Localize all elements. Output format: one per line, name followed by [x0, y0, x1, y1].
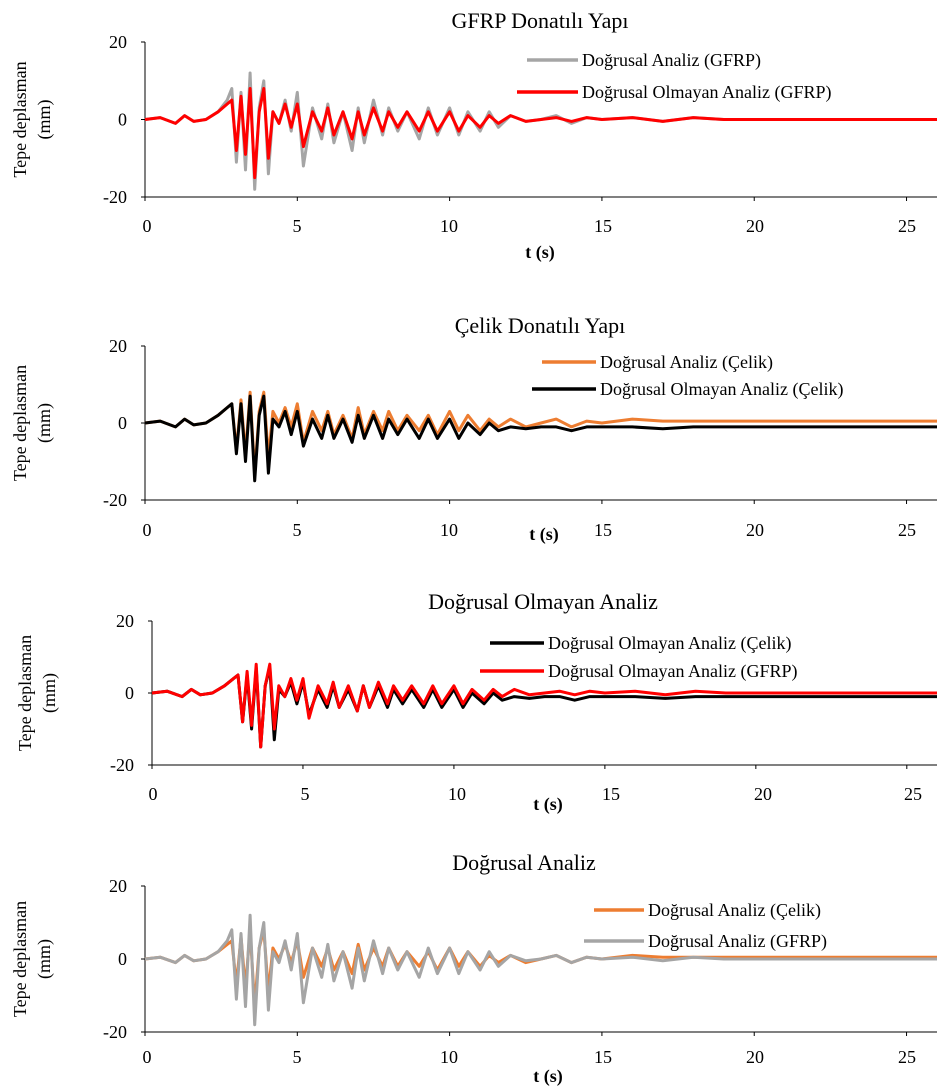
- legend-label: Doğrusal Analiz (GFRP): [648, 931, 827, 952]
- y-axis-label-line2: (mm): [34, 939, 55, 979]
- x-tick-label: 20: [746, 216, 764, 236]
- series-line-2: [151, 662, 937, 749]
- y-tick-label: 0: [118, 949, 127, 969]
- x-tick-label: 15: [594, 216, 612, 236]
- chart-title: Çelik Donatılı Yapı: [455, 313, 626, 338]
- x-tick-label: 15: [602, 784, 620, 804]
- legend-label: Doğrusal Olmayan Analiz (GFRP): [582, 82, 831, 103]
- x-tick-label: 0: [143, 1047, 152, 1067]
- x-tick-label: 5: [293, 216, 302, 236]
- x-tick-label: 5: [293, 1047, 302, 1067]
- y-tick-label: -20: [110, 755, 134, 775]
- x-tick-label: 0: [143, 216, 152, 236]
- legend-label: Doğrusal Olmayan Analiz (Çelik): [600, 379, 843, 400]
- x-tick-label: 0: [149, 784, 158, 804]
- series-line-2: [144, 87, 937, 180]
- y-axis-label-line1: Tepe deplasman: [10, 61, 30, 177]
- chart-title: Doğrusal Olmayan Analiz: [428, 589, 658, 614]
- x-tick-label: 10: [440, 1047, 458, 1067]
- y-tick-label: -20: [103, 1022, 127, 1042]
- x-tick-label: 10: [440, 216, 458, 236]
- y-tick-label: 0: [118, 110, 127, 130]
- x-tick-label: 20: [754, 784, 772, 804]
- x-axis-label: t (s): [529, 524, 559, 545]
- x-tick-label: 5: [301, 784, 310, 804]
- y-tick-label: -20: [103, 490, 127, 510]
- chart-title: Doğrusal Analiz: [452, 850, 596, 875]
- chart-title: GFRP Donatılı Yapı: [451, 8, 628, 33]
- legend-label: Doğrusal Analiz (GFRP): [582, 50, 761, 71]
- y-axis-label-line2: (mm): [34, 100, 55, 140]
- x-tick-label: 25: [904, 784, 922, 804]
- x-tick-label: 10: [440, 520, 458, 540]
- x-tick-label: 10: [448, 784, 466, 804]
- series-line-2: [144, 394, 937, 483]
- x-tick-label: 15: [594, 520, 612, 540]
- y-tick-label: 0: [125, 683, 134, 703]
- legend-label: Doğrusal Olmayan Analiz (GFRP): [548, 661, 797, 682]
- y-axis-label-line1: Tepe deplasman: [10, 901, 30, 1017]
- series-line-2: [144, 913, 937, 1027]
- chart-panel-2: Çelik Donatılı Yapı 20 0 -20 0 5 10 15 20 25 t (s)…: [10, 313, 937, 545]
- y-tick-label: 20: [116, 611, 134, 631]
- x-tick-label: 25: [898, 1047, 916, 1067]
- chart-panel-1: GFRP Donatılı Yapı 20 0 -20 0 5 10 15 20 25 t (s) T…: [10, 8, 937, 263]
- y-tick-label: 20: [109, 32, 127, 52]
- legend-label: Doğrusal Olmayan Analiz (Çelik): [548, 633, 791, 654]
- y-axis-label-line2: (mm): [34, 403, 55, 443]
- legend-label: Doğrusal Analiz (Çelik): [648, 900, 821, 921]
- y-tick-label: 20: [109, 336, 127, 356]
- y-tick-label: -20: [103, 187, 127, 207]
- y-tick-label: 20: [109, 876, 127, 896]
- legend-label: Doğrusal Analiz (Çelik): [600, 352, 773, 373]
- x-tick-label: 25: [898, 520, 916, 540]
- x-axis-label: t (s): [533, 794, 563, 815]
- x-tick-label: 0: [143, 520, 152, 540]
- y-tick-label: 0: [118, 413, 127, 433]
- y-axis-label-line2: (mm): [39, 673, 60, 713]
- chart-panel-3: Doğrusal Olmayan Analiz 20 0 -20 0 5 10 15 20 25 t…: [15, 589, 937, 815]
- x-tick-label: 25: [898, 216, 916, 236]
- x-axis-label: t (s): [533, 1066, 563, 1087]
- x-tick-label: 15: [594, 1047, 612, 1067]
- x-tick-label: 5: [293, 520, 302, 540]
- chart-panel-4: Doğrusal Analiz 20 0 -20 0 5 10 15 20 25 t (s) Tepe…: [10, 850, 937, 1087]
- x-tick-label: 20: [746, 520, 764, 540]
- x-tick-label: 20: [746, 1047, 764, 1067]
- y-axis-label-line1: Tepe deplasman: [10, 365, 30, 481]
- x-axis-label: t (s): [525, 242, 555, 263]
- y-axis-label-line1: Tepe deplasman: [15, 635, 35, 751]
